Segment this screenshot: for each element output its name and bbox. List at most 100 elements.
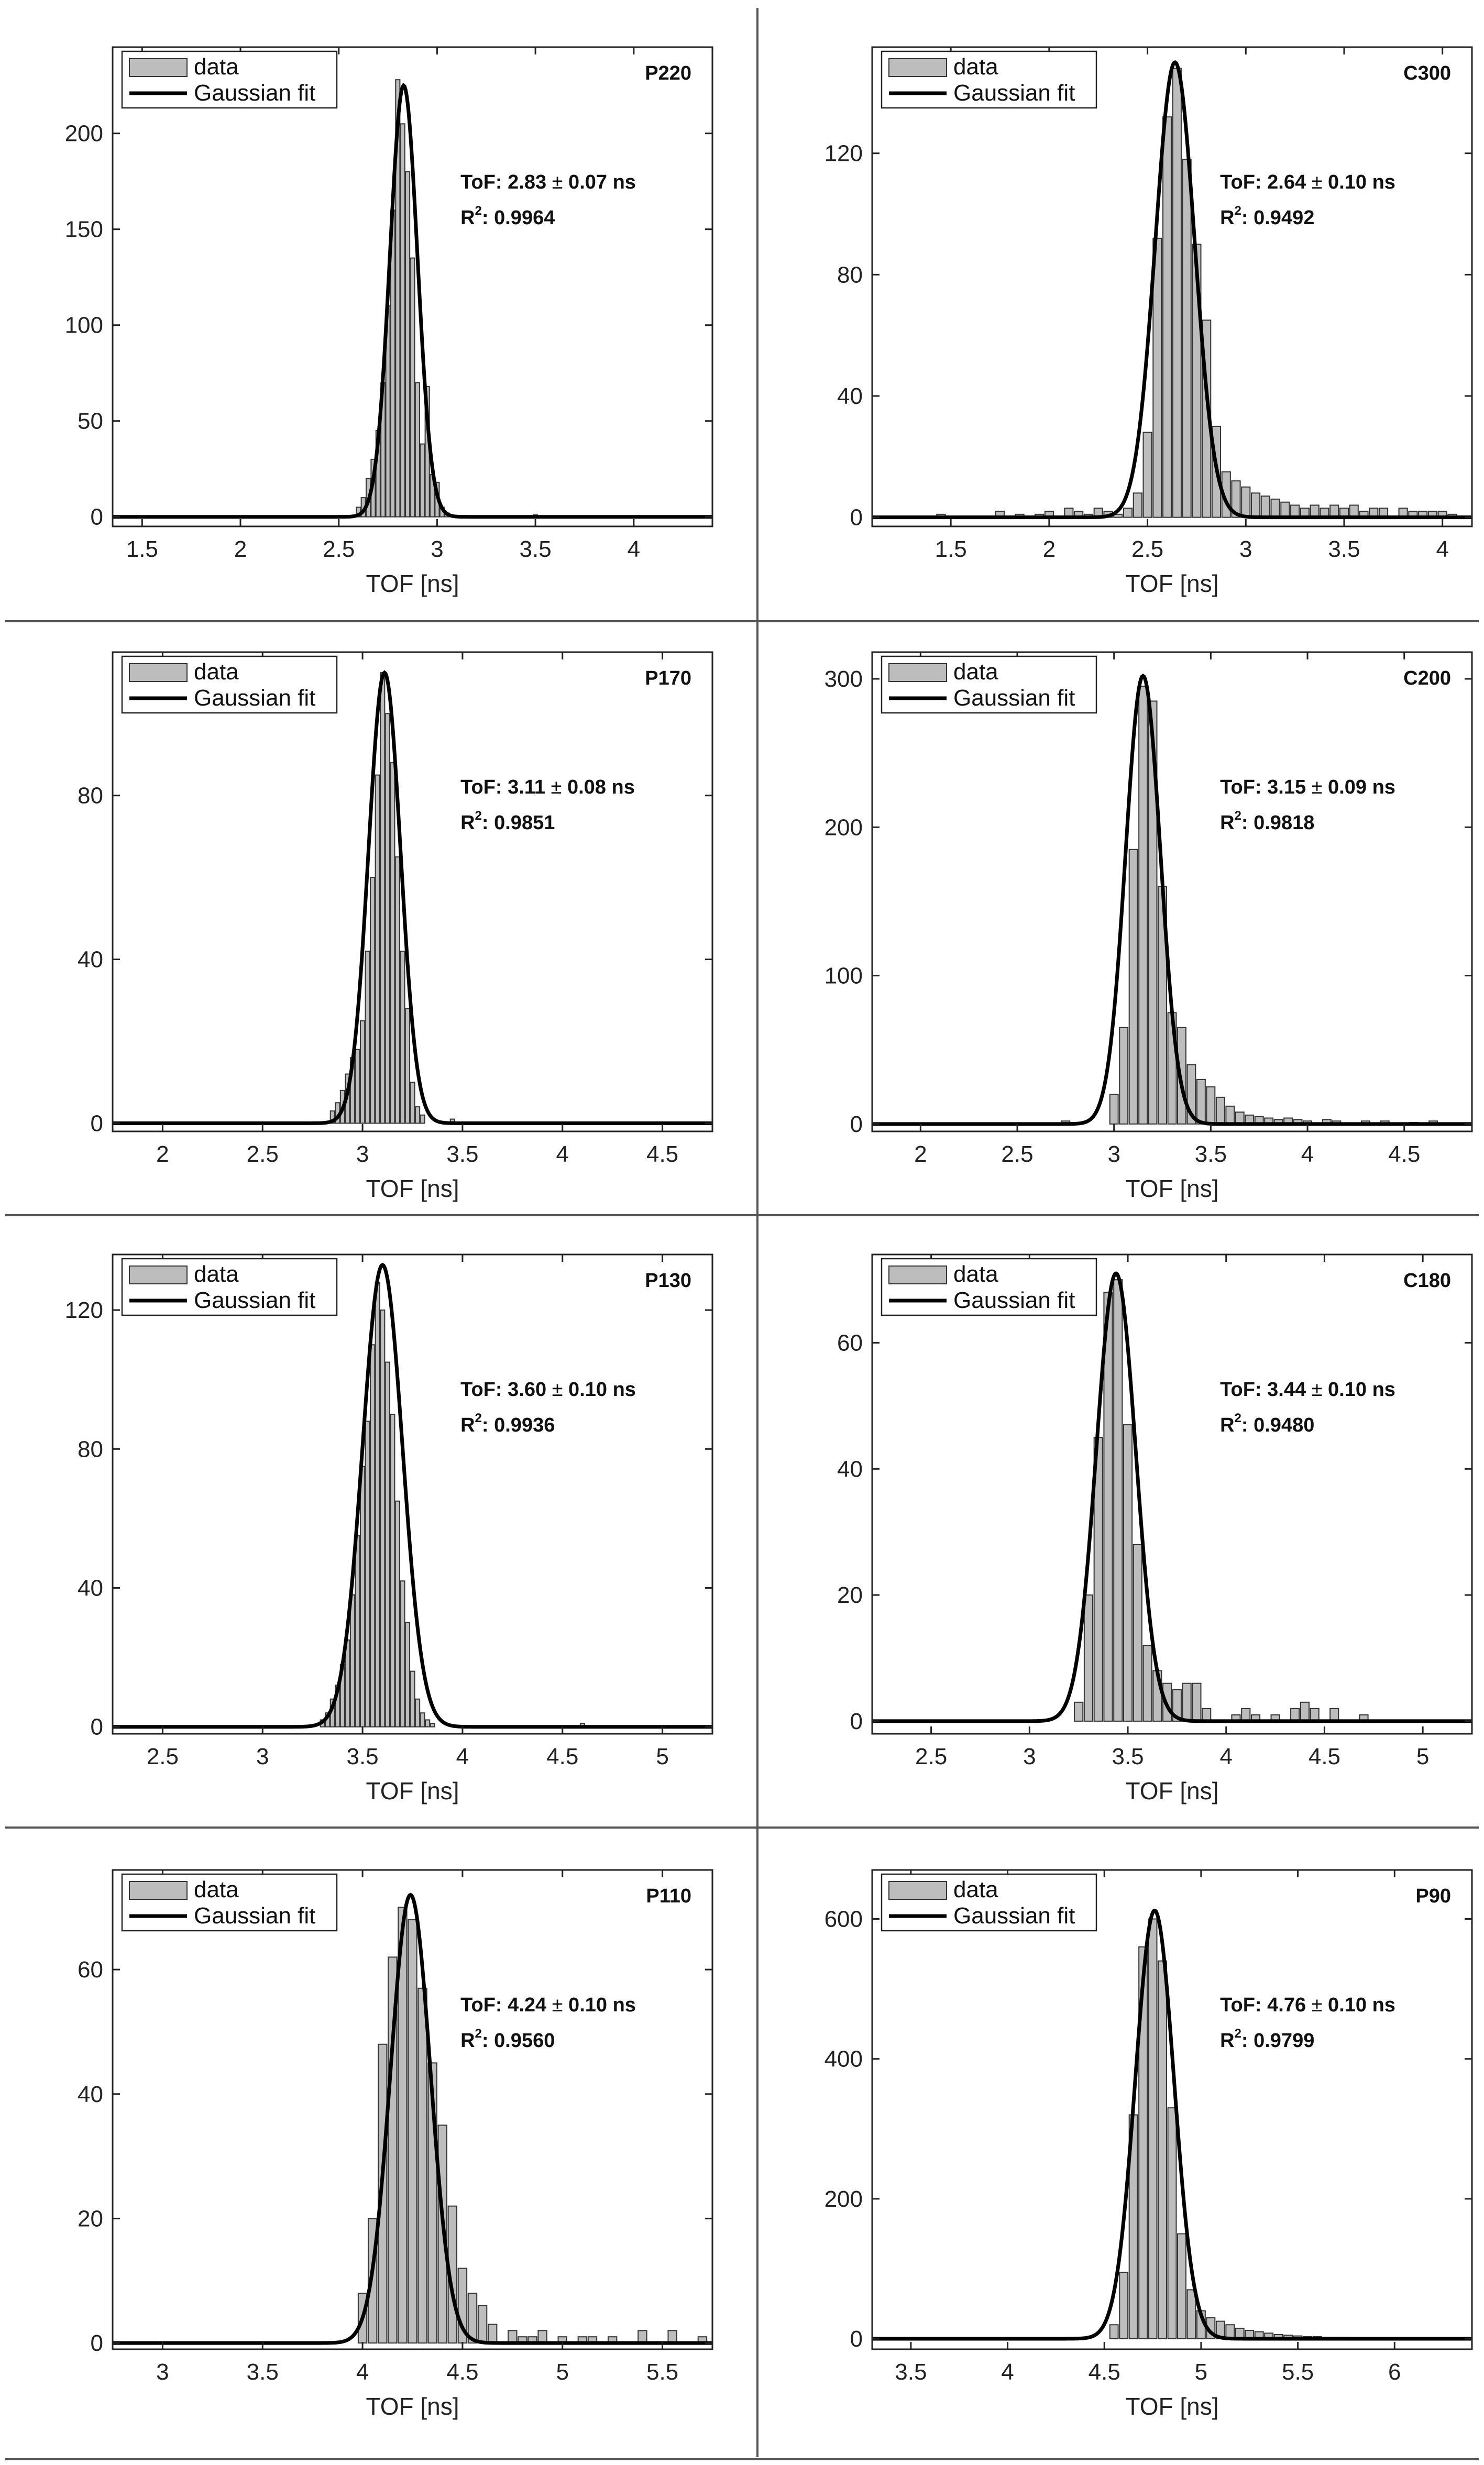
legend-data-swatch — [129, 58, 188, 77]
histogram-bar — [1119, 2272, 1129, 2339]
y-tick-label: 40 — [78, 2082, 103, 2107]
y-tick-label: 60 — [78, 1957, 103, 1983]
histogram-bar — [1158, 1960, 1167, 2339]
tof-error: 0.10 ns — [1323, 171, 1395, 193]
x-axis-label: TOF [ns] — [1125, 1175, 1218, 1202]
histogram-bar — [1138, 686, 1148, 1125]
plot-area — [113, 79, 712, 519]
legend-data-label: data — [953, 1261, 998, 1287]
histogram-bar — [1310, 1708, 1320, 1722]
chart-svg: 3 3.5 4 4.5 5 5.5 0 20 40 60 TOF [ns] P110 dataGauss… — [78, 1869, 713, 2420]
x-tick-label: 3.5 — [1112, 1744, 1144, 1769]
panel-title: C300 — [1403, 62, 1451, 84]
panel-title: P220 — [645, 62, 691, 84]
x-tick-label: 3 — [431, 536, 443, 562]
chart-svg: 3.5 4 4.5 5 5.5 6 0 200 400 600 TOF [ns] P90 dataGau… — [825, 1869, 1473, 2420]
axes-frame — [871, 651, 1473, 1132]
histogram-bar — [410, 1670, 415, 1727]
histogram-bar — [359, 1020, 366, 1124]
axes-frame — [112, 46, 713, 527]
tof-error: 0.10 ns — [1323, 1994, 1395, 2016]
histogram-bar — [1142, 432, 1152, 518]
legend-fit-label: Gaussian fit — [953, 1287, 1075, 1313]
vertical-divider — [756, 8, 759, 2457]
tof-error: 0.08 ns — [562, 776, 634, 798]
r2-annotation: R2: 0.9851 — [460, 809, 555, 834]
panel-p110: 3 3.5 4 4.5 5 5.5 0 20 40 60 TOF [ns] P110 data Gauss… — [37, 1854, 718, 2420]
histogram-bar — [394, 856, 400, 1124]
y-tick-label: 100 — [65, 313, 103, 338]
histogram-bar — [400, 1580, 405, 1727]
x-tick-label: 4.5 — [1388, 1141, 1420, 1167]
plus-minus-sign: ± — [1312, 1379, 1323, 1401]
y-tick-label: 120 — [825, 141, 863, 167]
plus-minus-sign: ± — [1312, 1994, 1323, 2016]
histogram-bar — [375, 1282, 380, 1727]
x-tick-label: 2 — [156, 1141, 169, 1167]
x-axis-label: TOF [ns] — [1125, 2393, 1218, 2420]
r2-superscript: 2 — [475, 1411, 482, 1425]
legend-fit-label: Gaussian fit — [953, 1903, 1075, 1929]
tof-annotation: ToF: 3.15 ± 0.09 ns — [1220, 776, 1395, 798]
histogram-bar — [1172, 1689, 1182, 1722]
x-axis-label: TOF [ns] — [1125, 1777, 1218, 1804]
axes-frame — [112, 651, 713, 1132]
histogram-bar — [394, 1500, 400, 1727]
plus-minus-sign: ± — [551, 776, 562, 798]
histogram-bar — [1109, 2324, 1119, 2339]
tof-annotation: ToF: 2.64 ± 0.10 ns — [1220, 171, 1395, 193]
legend-fit-label: Gaussian fit — [194, 1287, 315, 1313]
y-tick-label: 150 — [65, 217, 103, 243]
histogram-bar — [1148, 700, 1158, 1125]
r2-annotation: R2: 0.9964 — [460, 204, 555, 229]
histogram-bar — [1196, 1079, 1206, 1125]
y-tick-label: 50 — [78, 409, 103, 434]
r2-symbol: R — [1220, 1414, 1234, 1436]
legend-data-label: data — [953, 54, 998, 80]
x-tick-label: 4 — [456, 1744, 469, 1769]
r2-superscript: 2 — [475, 809, 482, 823]
y-tick-label: 0 — [91, 1714, 103, 1740]
panel-p170: 2 2.5 3 3.5 4 4.5 0 40 80 TOF [ns] P170 data Gaussia… — [37, 636, 718, 1202]
tof-annotation: ToF: 3.60 ± 0.10 ns — [460, 1379, 636, 1401]
plus-minus-sign: ± — [1312, 171, 1323, 193]
histogram-bar — [398, 1907, 408, 2344]
tof-error: 0.07 ns — [563, 171, 636, 193]
histogram-bar — [370, 877, 376, 1124]
r2-annotation: R2: 0.9799 — [1220, 2027, 1314, 2052]
x-tick-label: 3.5 — [1195, 1141, 1227, 1167]
panel-p90: 3.5 4 4.5 5 5.5 6 0 200 400 600 TOF [ns] P90 data Gau… — [796, 1854, 1477, 2420]
histogram-bar — [384, 713, 390, 1124]
y-tick-label: 200 — [825, 815, 863, 840]
histogram-bar — [1215, 1096, 1225, 1125]
x-tick-label: 3.5 — [247, 2359, 279, 2385]
histogram-bar — [365, 1421, 370, 1727]
histogram-bar — [380, 672, 386, 1124]
axes-frame — [871, 46, 1473, 527]
histogram-bar — [375, 774, 380, 1124]
tof-value: ToF: 4.76 — [1220, 1994, 1312, 2016]
y-tick-label: 100 — [825, 963, 863, 989]
histogram-bar — [395, 79, 401, 518]
x-tick-label: 3 — [356, 1141, 369, 1167]
legend-data-swatch — [888, 58, 947, 77]
r2-value: : 0.9480 — [1241, 1414, 1314, 1436]
r2-symbol: R — [1220, 207, 1234, 229]
r2-value: : 0.9560 — [482, 2030, 555, 2052]
r2-annotation: R2: 0.9936 — [460, 1411, 555, 1436]
y-tick-label: 0 — [91, 504, 103, 530]
tof-annotation: ToF: 4.24 ± 0.10 ns — [460, 1994, 636, 2016]
legend-data-swatch — [129, 663, 188, 682]
x-tick-label: 5 — [656, 1744, 668, 1769]
x-tick-label: 5 — [1195, 2359, 1207, 2385]
chart-svg: 2.5 3 3.5 4 4.5 5 0 40 80 120 TOF [ns] P130 dataGaus… — [65, 1253, 713, 1804]
histogram-bar — [1172, 68, 1182, 518]
x-axis-label: TOF [ns] — [366, 1175, 459, 1202]
histogram-bar — [1167, 2107, 1177, 2339]
x-tick-label: 3.5 — [895, 2359, 927, 2385]
x-tick-label: 3 — [256, 1744, 269, 1769]
chart-svg: 2 2.5 3 3.5 4 4.5 0 100 200 300 TOF [ns] C200 dataGa… — [825, 651, 1473, 1202]
y-tick-label: 60 — [837, 1330, 863, 1356]
